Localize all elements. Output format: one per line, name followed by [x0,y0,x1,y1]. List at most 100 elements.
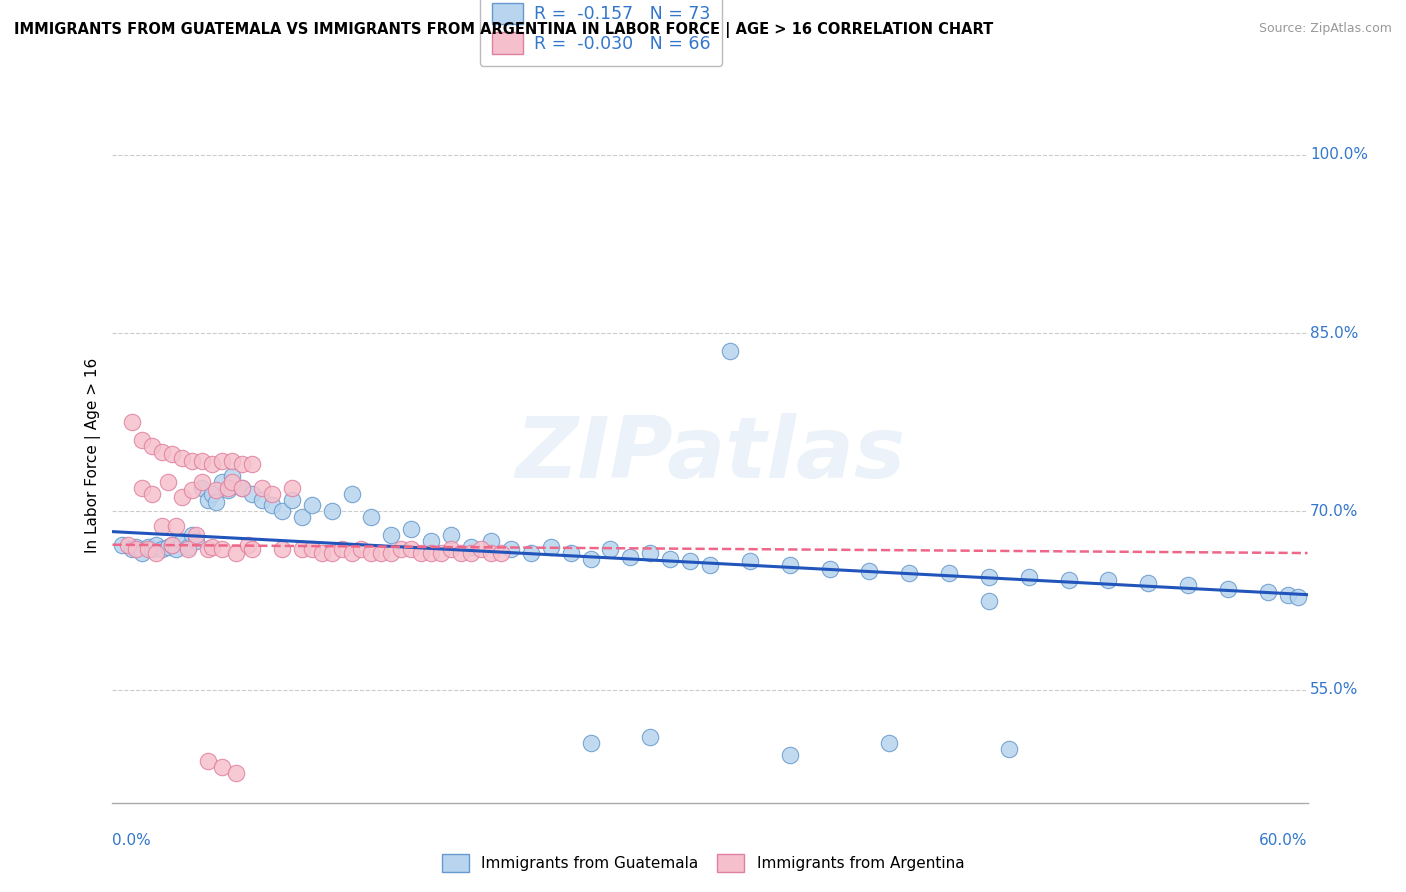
Point [281,492,304,507]
Point [211,454,233,468]
Point [191,481,214,495]
Point [291,510,314,524]
Point [520,546,543,560]
Point [211,475,233,489]
Point [470,542,492,557]
Point [121,542,143,557]
Point [172,450,194,465]
Point [231,457,253,471]
Point [579,552,602,566]
Point [191,454,214,468]
Point [779,748,801,763]
Point [157,475,180,489]
Point [659,552,682,566]
Point [225,546,247,560]
Point [141,439,163,453]
Point [125,542,148,557]
Text: 0.0%: 0.0% [112,832,152,847]
Point [145,538,167,552]
Text: 55.0%: 55.0% [1310,682,1358,698]
Text: 60.0%: 60.0% [1260,832,1308,847]
Point [236,538,259,552]
Point [1257,585,1279,599]
Point [389,542,412,557]
Point [270,542,292,557]
Point [211,760,233,774]
Point [350,542,373,557]
Point [250,481,273,495]
Point [217,481,239,495]
Point [1177,578,1199,592]
Point [231,481,253,495]
Point [977,593,1000,607]
Point [240,542,263,557]
Point [998,742,1021,756]
Point [121,415,143,429]
Point [411,546,433,560]
Point [818,561,841,575]
Point [141,542,163,557]
Text: ZIPatlas: ZIPatlas [515,413,905,497]
Text: 100.0%: 100.0% [1310,147,1368,162]
Point [240,457,263,471]
Text: IMMIGRANTS FROM GUATEMALA VS IMMIGRANTS FROM ARGENTINA IN LABOR FORCE | AGE > 16: IMMIGRANTS FROM GUATEMALA VS IMMIGRANTS … [14,22,993,38]
Point [270,504,292,518]
Point [181,454,204,468]
Point [186,528,208,542]
Point [401,542,423,557]
Point [221,454,243,468]
Point [165,518,187,533]
Point [131,481,153,495]
Point [1277,588,1299,602]
Point [162,447,183,461]
Point [177,540,200,554]
Point [440,528,463,542]
Point [898,566,921,581]
Point [197,754,219,768]
Point [440,542,463,557]
Point [205,495,228,509]
Point [157,540,180,554]
Point [1137,575,1160,590]
Point [330,542,353,557]
Point [460,546,482,560]
Y-axis label: In Labor Force | Age > 16: In Labor Force | Age > 16 [86,358,101,552]
Point [420,534,443,549]
Point [181,483,204,497]
Point [738,554,761,568]
Text: 70.0%: 70.0% [1310,504,1358,519]
Point [260,499,283,513]
Point [479,534,502,549]
Legend: Immigrants from Guatemala, Immigrants from Argentina: Immigrants from Guatemala, Immigrants fr… [434,846,972,880]
Point [420,546,443,560]
Point [260,486,283,500]
Point [111,538,134,552]
Point [221,468,243,483]
Point [301,499,323,513]
Point [172,490,194,504]
Point [540,540,562,554]
Point [380,528,402,542]
Point [138,542,160,557]
Point [579,736,602,750]
Point [201,486,224,500]
Point [360,510,382,524]
Point [479,546,502,560]
Point [301,542,323,557]
Point [221,475,243,489]
Point [977,570,1000,584]
Point [225,766,247,780]
Point [205,483,228,497]
Point [1216,582,1239,596]
Point [779,558,801,572]
Point [150,445,173,459]
Point [1286,590,1309,604]
Point [211,542,233,557]
Point [938,566,960,581]
Point [162,538,183,552]
Point [281,481,304,495]
Point [370,546,392,560]
Point [181,528,204,542]
Point [191,475,214,489]
Point [638,546,662,560]
